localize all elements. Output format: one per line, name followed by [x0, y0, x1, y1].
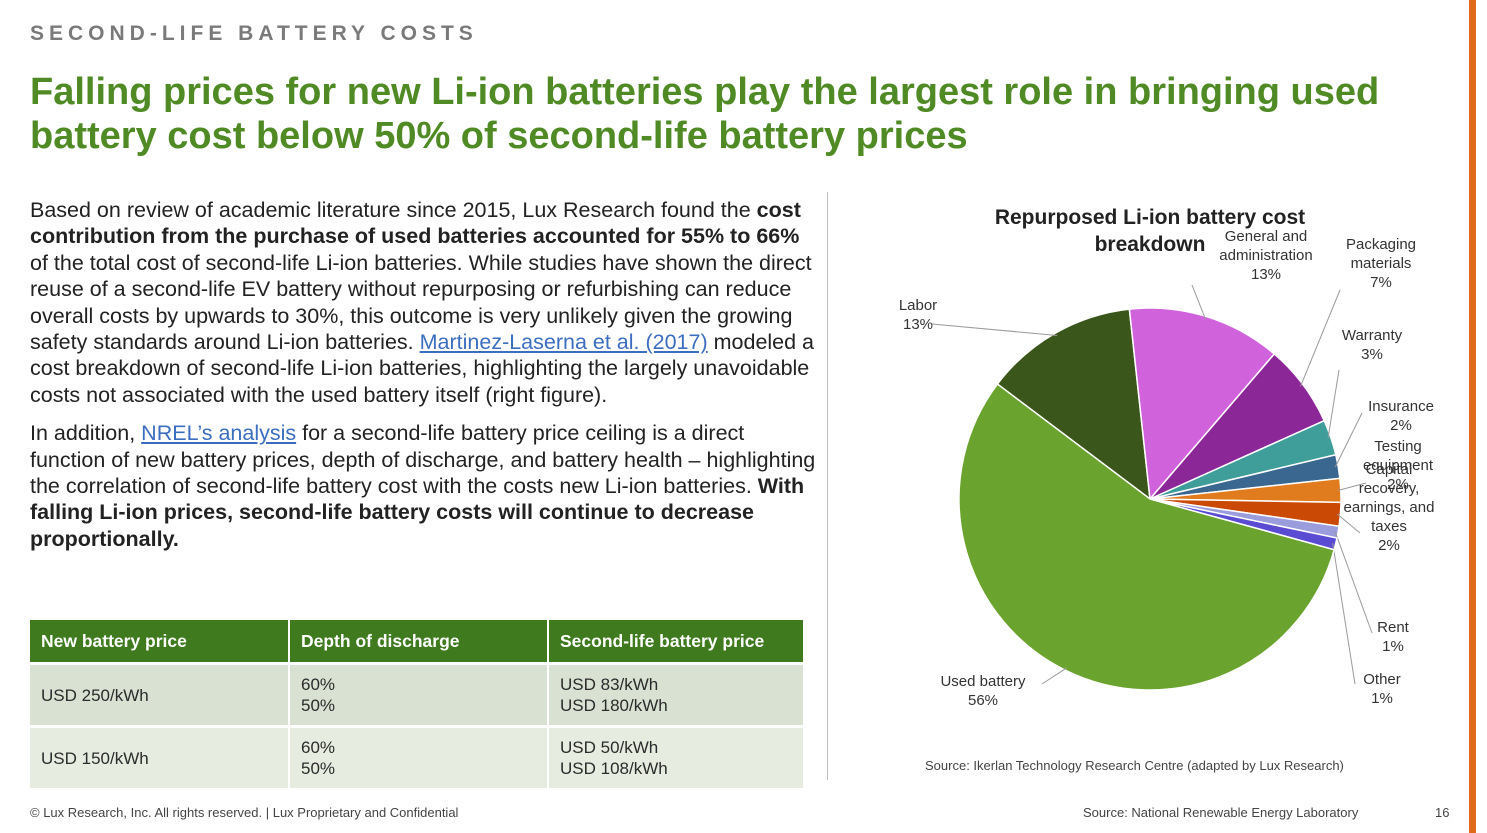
leader-line — [1337, 482, 1367, 491]
slice-category-label: Labor — [899, 297, 937, 314]
table-row: USD 250/kWh 60% 50% USD 83/kWh USD 180/k… — [30, 665, 805, 728]
title-line-1: Falling prices for new Li-ion batteries … — [30, 71, 1280, 113]
leader-line — [1334, 531, 1373, 634]
leader-line — [1334, 412, 1363, 468]
slice-category-label: Rent — [1377, 619, 1410, 636]
leader-line — [1191, 284, 1207, 320]
slice-category-label: equipment — [1363, 457, 1434, 474]
p2-text-b: for a second-life battery price ceiling … — [30, 421, 816, 499]
slice-percent-label: 2% — [1390, 417, 1412, 434]
slice-category-label: Warranty — [1342, 327, 1403, 344]
second-life-value: USD 180/kWh — [560, 696, 668, 715]
table-row: USD 150/kWh 60% 50% USD 50/kWh USD 108/k… — [30, 728, 805, 791]
leader-line — [1041, 667, 1068, 685]
page-number: 16 — [1435, 805, 1450, 820]
p1-text-c: of the total cost of second-life Li-ion … — [30, 250, 812, 355]
p1-bold-finding: cost contribution from the purchase of u… — [30, 198, 801, 249]
slice-percent-label: 1% — [1382, 638, 1404, 655]
title-line-2: used battery cost below 50% of second-li… — [30, 71, 1380, 157]
slice-percent-label: 2% — [1378, 537, 1400, 554]
pie-slice-general-and-administration — [1128, 307, 1276, 501]
cell-second-life-price: USD 50/kWh USD 108/kWh — [549, 728, 805, 791]
slice-percent-label: 13% — [1251, 266, 1281, 283]
header-new-battery-price: New battery price — [30, 620, 290, 665]
chart-source: Source: Ikerlan Technology Research Cent… — [925, 758, 1344, 773]
dod-value: 60% — [301, 738, 336, 757]
dod-value: 50% — [301, 759, 336, 778]
cell-new-price: USD 250/kWh — [30, 665, 290, 728]
leader-line — [1337, 513, 1361, 534]
p1-text-d: modeled a cost breakdown of second-life … — [30, 330, 815, 407]
dod-value: 50% — [301, 696, 336, 715]
p2-bold-conclusion: With falling Li-ion prices, second-life … — [30, 474, 805, 551]
slice-category-label: Insurance — [1368, 398, 1434, 415]
second-life-value: USD 50/kWh — [560, 738, 659, 757]
leader-line — [1327, 369, 1340, 439]
slice-category-label: recovery, — [1359, 480, 1420, 497]
martinez-laserna-link[interactable]: Martinez-Laserna et al. (2017) — [419, 330, 708, 355]
slice-category-label: Packaging — [1346, 236, 1416, 253]
p2-text-a: In addition, — [30, 421, 142, 446]
column-divider — [827, 192, 828, 780]
slice-category-label: General and — [1225, 228, 1308, 245]
leader-line — [1332, 543, 1356, 685]
table-header-row: New battery price Depth of discharge Sec… — [30, 620, 805, 665]
slice-category-label: administration — [1219, 247, 1312, 264]
slice-percent-label: 3% — [1361, 346, 1383, 363]
cell-second-life-price: USD 83/kWh USD 180/kWh — [549, 665, 805, 728]
header-second-life-price: Second-life battery price — [549, 620, 805, 665]
cell-new-price: USD 150/kWh — [30, 728, 290, 791]
cell-dod: 60% 50% — [290, 728, 549, 791]
slice-category-label: Other — [1363, 671, 1401, 688]
slice-category-label: materials — [1351, 255, 1412, 272]
footer-copyright: © Lux Research, Inc. All rights reserved… — [30, 805, 459, 820]
accent-bar — [1469, 0, 1476, 833]
nrel-analysis-link[interactable]: NREL’s analysis — [141, 421, 297, 446]
slice-percent-label: 13% — [903, 316, 933, 333]
pie-slice-used-battery — [958, 382, 1336, 691]
pie-slice-labor — [996, 308, 1151, 501]
dod-value: 60% — [301, 675, 336, 694]
page-title: Falling prices for new Li-ion batteries … — [30, 70, 1450, 158]
header-depth-of-discharge: Depth of discharge — [290, 620, 549, 665]
second-life-value: USD 108/kWh — [560, 759, 668, 778]
leader-line — [931, 323, 1058, 336]
slice-category-label: taxes — [1371, 518, 1407, 535]
paragraph-literature: Based on review of academic literature s… — [30, 197, 820, 408]
slice-percent-label: 1% — [1371, 690, 1393, 707]
slice-percent-label: 2% — [1387, 476, 1409, 493]
second-life-value: USD 83/kWh — [560, 675, 659, 694]
slice-category-label: Capital — [1366, 461, 1413, 478]
p1-text-a: Based on review of academic literature s… — [30, 198, 757, 222]
chart-title: Repurposed Li-ion battery cost breakdown — [994, 206, 1306, 256]
section-kicker: SECOND-LIFE BATTERY COSTS — [30, 22, 478, 45]
leader-line — [1300, 289, 1341, 387]
slice-category-label: earnings, and — [1344, 499, 1435, 516]
body-text: Based on review of academic literature s… — [30, 197, 820, 564]
footer-source: Source: National Renewable Energy Labora… — [1083, 805, 1359, 820]
cell-dod: 60% 50% — [290, 665, 549, 728]
slice-percent-label: 7% — [1370, 274, 1392, 291]
slice-percent-label: 56% — [968, 692, 998, 709]
slice-category-label: Testing — [1374, 438, 1422, 455]
price-table: New battery price Depth of discharge Sec… — [30, 620, 805, 791]
paragraph-nrel: In addition, NREL’s analysis for a secon… — [30, 420, 820, 552]
slice-category-label: Used battery — [940, 673, 1026, 690]
